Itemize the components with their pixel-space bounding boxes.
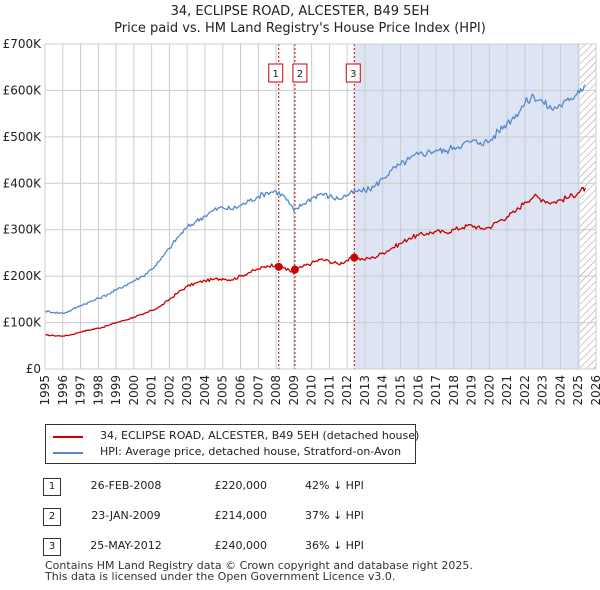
sale-price: £240,000 — [214, 539, 268, 552]
y-tick-label: £300K — [3, 223, 43, 237]
x-tick-label: 1997 — [74, 375, 88, 406]
sale-number-badge: 3 — [43, 538, 61, 556]
x-tick-label: 2023 — [536, 375, 550, 406]
x-tick-label: 2003 — [180, 375, 194, 406]
price-line-swatch — [53, 436, 83, 438]
x-tick-label: 2019 — [465, 375, 479, 406]
sale-row: 3 25-MAY-2012 £240,000 36% ↓ HPI — [0, 538, 600, 556]
x-tick-label: 2020 — [482, 375, 496, 406]
x-tick-label: 2007 — [251, 375, 265, 406]
x-tick-label: 2004 — [198, 375, 212, 406]
sale-number-badge: 1 — [43, 478, 61, 496]
sale-hpi-diff: 42% ↓ HPI — [305, 479, 364, 492]
sale-row: 1 26-FEB-2008 £220,000 42% ↓ HPI — [0, 478, 600, 496]
x-tick-label: 2001 — [145, 375, 159, 406]
legend: 34, ECLIPSE ROAD, ALCESTER, B49 5EH (det… — [45, 424, 420, 464]
sale-label-number: 1 — [273, 69, 279, 80]
x-tick-label: 2009 — [287, 375, 301, 406]
x-tick-label: 1999 — [109, 375, 123, 406]
price-paid-line — [44, 186, 586, 337]
y-tick-label: £100K — [3, 316, 43, 330]
title-text: 34, ECLIPSE ROAD, ALCESTER, B49 5EH — [170, 4, 430, 19]
sale-label-box: 1 — [268, 63, 284, 83]
subtitle-text: Price paid vs. HM Land Registry's House … — [114, 21, 486, 36]
x-tick-label: 2010 — [305, 375, 319, 406]
y-tick-label: £200K — [3, 269, 43, 283]
x-tick-label: 2008 — [269, 375, 283, 406]
x-tick-label: 1996 — [56, 375, 70, 406]
y-tick-label: £400K — [3, 176, 43, 190]
x-tick-label: 2015 — [393, 375, 407, 406]
sale-hpi-diff: 36% ↓ HPI — [305, 539, 364, 552]
sale-date: 25-MAY-2012 — [90, 539, 162, 552]
x-tick-label: 2024 — [553, 375, 567, 406]
sale-price: £220,000 — [214, 479, 268, 492]
sale-date: 23-JAN-2009 — [91, 509, 161, 522]
x-tick-label: 2006 — [234, 375, 248, 406]
y-tick-label: £500K — [3, 130, 43, 144]
x-tick-label: 2013 — [358, 375, 372, 406]
sale-price: £214,000 — [214, 509, 268, 522]
x-tick-label: 1995 — [38, 375, 52, 406]
sale-label-number: 2 — [297, 69, 303, 80]
hpi-line — [44, 84, 586, 315]
x-tick-label: 2016 — [411, 375, 425, 406]
y-tick-label: £0 — [26, 362, 41, 376]
sale-date: 26-FEB-2008 — [90, 479, 162, 492]
sale-label-box: 2 — [292, 63, 308, 83]
x-tick-label: 2012 — [340, 375, 354, 406]
footer: Contains HM Land Registry data © Crown c… — [45, 560, 473, 582]
x-tick-label: 2000 — [127, 375, 141, 406]
future-hatch — [580, 44, 596, 369]
plot-frame — [44, 43, 597, 370]
legend-hpi-label: HPI: Average price, detached house, Stra… — [100, 445, 402, 458]
sale-label-frame — [345, 63, 361, 83]
x-tick-label: 2002 — [162, 375, 176, 406]
y-tick-label: £600K — [3, 83, 43, 97]
footer-copyright: Contains HM Land Registry data © Crown c… — [45, 559, 473, 572]
post-sale-shade — [354, 44, 581, 369]
footer-licence: This data is licensed under the Open Gov… — [45, 570, 396, 583]
x-tick-label: 2014 — [376, 375, 390, 406]
sale-row: 2 23-JAN-2009 £214,000 37% ↓ HPI — [0, 508, 600, 526]
sale-hpi-diff: 37% ↓ HPI — [305, 509, 364, 522]
sale-label-frame — [292, 63, 308, 83]
x-tick-label: 2025 — [571, 375, 585, 406]
x-tick-label: 2022 — [518, 375, 532, 406]
sale-number-badge: 2 — [43, 508, 61, 526]
legend-price-label: 34, ECLIPSE ROAD, ALCESTER, B49 5EH (det… — [100, 429, 420, 442]
x-tick-label: 2011 — [322, 375, 336, 406]
chart-title: 34, ECLIPSE ROAD, ALCESTER, B49 5EH Pric… — [0, 3, 600, 37]
price-chart: 1 2 3 £0 £100K £200K £300K £400K £500K £600K £700… — [3, 37, 600, 406]
y-tick-label: £700K — [3, 37, 43, 51]
x-tick-label: 2026 — [589, 375, 600, 406]
sale-label-box: 3 — [345, 63, 361, 83]
sale-point — [350, 253, 359, 262]
sale-point — [290, 265, 299, 274]
x-tick-label: 2018 — [447, 375, 461, 406]
x-tick-label: 2021 — [500, 375, 514, 406]
x-tick-label: 2005 — [216, 375, 230, 406]
sale-label-frame — [268, 63, 284, 83]
x-tick-label: 1998 — [91, 375, 105, 406]
hpi-line-swatch — [53, 452, 83, 454]
sale-point — [274, 262, 283, 271]
x-tick-label: 2017 — [429, 375, 443, 406]
sale-label-number: 3 — [350, 69, 356, 80]
